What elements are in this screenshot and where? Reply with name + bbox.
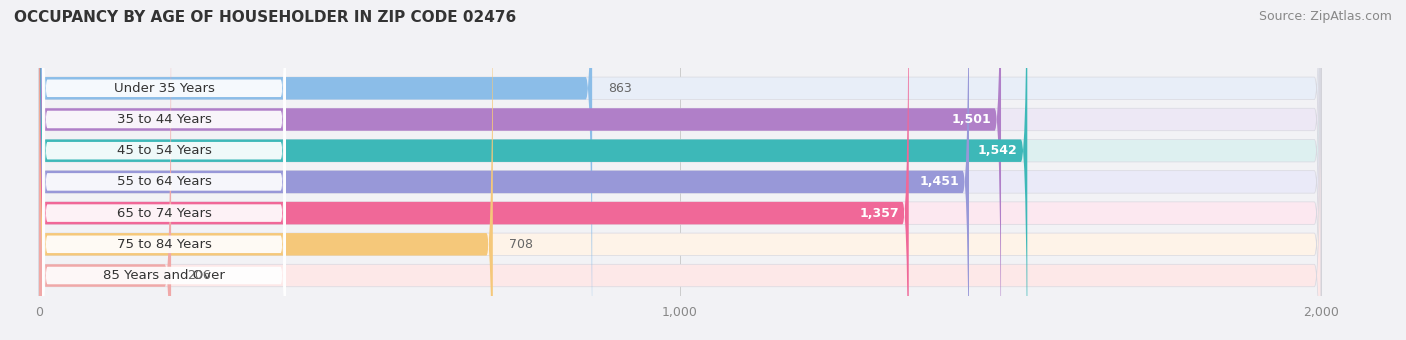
FancyBboxPatch shape [42, 0, 285, 340]
Text: 708: 708 [509, 238, 533, 251]
Text: 65 to 74 Years: 65 to 74 Years [117, 207, 211, 220]
Text: Source: ZipAtlas.com: Source: ZipAtlas.com [1258, 10, 1392, 23]
FancyBboxPatch shape [42, 0, 285, 340]
FancyBboxPatch shape [42, 0, 285, 340]
Text: 55 to 64 Years: 55 to 64 Years [117, 175, 211, 188]
FancyBboxPatch shape [42, 0, 285, 329]
FancyBboxPatch shape [39, 0, 494, 340]
FancyBboxPatch shape [39, 0, 1320, 340]
FancyBboxPatch shape [39, 0, 1320, 340]
Text: 863: 863 [609, 82, 631, 95]
FancyBboxPatch shape [39, 0, 1320, 340]
Text: 85 Years and Over: 85 Years and Over [103, 269, 225, 282]
FancyBboxPatch shape [39, 0, 1001, 340]
Text: OCCUPANCY BY AGE OF HOUSEHOLDER IN ZIP CODE 02476: OCCUPANCY BY AGE OF HOUSEHOLDER IN ZIP C… [14, 10, 516, 25]
FancyBboxPatch shape [39, 0, 592, 340]
Text: 1,451: 1,451 [920, 175, 959, 188]
Text: 35 to 44 Years: 35 to 44 Years [117, 113, 211, 126]
FancyBboxPatch shape [42, 35, 285, 340]
Text: 206: 206 [187, 269, 211, 282]
FancyBboxPatch shape [39, 0, 908, 340]
FancyBboxPatch shape [42, 3, 285, 340]
Text: 1,542: 1,542 [979, 144, 1018, 157]
FancyBboxPatch shape [39, 0, 1320, 340]
FancyBboxPatch shape [39, 0, 172, 340]
FancyBboxPatch shape [39, 0, 969, 340]
Text: 75 to 84 Years: 75 to 84 Years [117, 238, 211, 251]
Text: 1,357: 1,357 [859, 207, 898, 220]
Text: 45 to 54 Years: 45 to 54 Years [117, 144, 211, 157]
Text: 1,501: 1,501 [952, 113, 991, 126]
FancyBboxPatch shape [39, 0, 1028, 340]
FancyBboxPatch shape [42, 0, 285, 340]
FancyBboxPatch shape [39, 0, 1320, 340]
Text: Under 35 Years: Under 35 Years [114, 82, 215, 95]
FancyBboxPatch shape [39, 0, 1320, 340]
FancyBboxPatch shape [39, 0, 1320, 340]
